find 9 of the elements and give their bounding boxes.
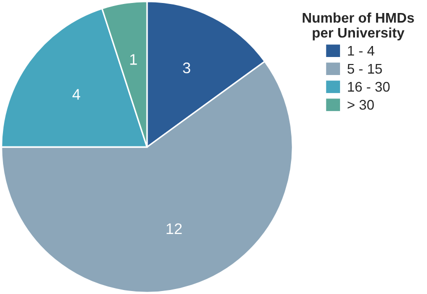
data-label: 3 — [182, 62, 190, 74]
legend-label: 1 - 4 — [348, 46, 374, 56]
legend-label: 5 - 15 — [348, 64, 382, 74]
legend-label: > 30 — [348, 100, 374, 110]
data-label: 12 — [166, 223, 182, 234]
data-label: 1 — [130, 54, 137, 65]
legend-title: Number of HMDs per University — [302, 12, 414, 40]
legend-label: 16 - 30 — [348, 82, 390, 92]
data-label: 4 — [72, 89, 80, 100]
